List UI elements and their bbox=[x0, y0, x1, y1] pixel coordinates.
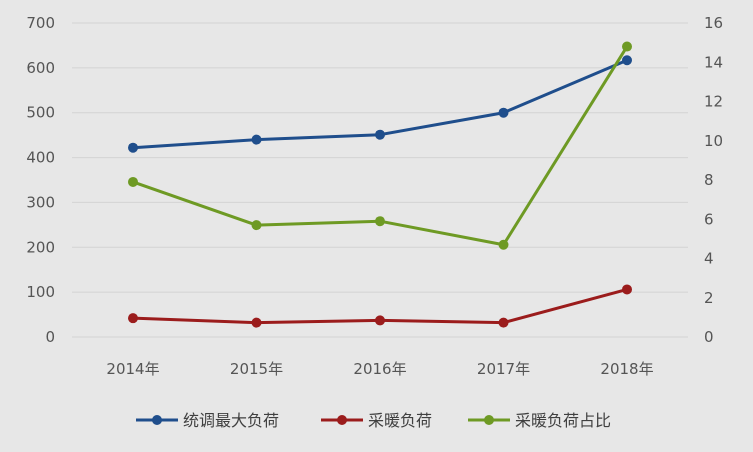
right-tick-label: 0 bbox=[704, 328, 714, 346]
x-axis: 2014年 2015年 2016年 2017年 2018年 bbox=[106, 360, 653, 378]
data-point bbox=[128, 313, 138, 324]
left-tick-label: 100 bbox=[26, 283, 55, 301]
data-point bbox=[622, 55, 632, 66]
left-tick-label: 600 bbox=[26, 59, 55, 77]
legend-marker bbox=[484, 415, 494, 425]
right-tick-label: 4 bbox=[704, 250, 714, 268]
legend-label: 采暖负荷 bbox=[368, 411, 432, 430]
data-point bbox=[622, 284, 632, 295]
right-tick-label: 8 bbox=[704, 171, 714, 189]
right-tick-label: 6 bbox=[704, 210, 714, 228]
data-point bbox=[498, 107, 509, 118]
left-tick-label: 400 bbox=[26, 149, 55, 167]
right-tick-label: 2 bbox=[704, 289, 714, 307]
data-point bbox=[251, 317, 262, 328]
data-point bbox=[498, 239, 509, 250]
legend-marker bbox=[337, 415, 347, 425]
data-point bbox=[498, 317, 509, 328]
left-tick-label: 300 bbox=[26, 193, 55, 211]
right-tick-label: 10 bbox=[704, 132, 723, 150]
gridlines bbox=[72, 22, 688, 338]
left-tick-label: 500 bbox=[26, 104, 55, 122]
left-axis: 0 100 200 300 400 500 600 700 bbox=[26, 14, 55, 346]
right-tick-label: 12 bbox=[704, 93, 723, 111]
x-tick-label: 2014年 bbox=[106, 360, 159, 378]
data-point bbox=[128, 176, 138, 187]
legend-label: 统调最大负荷 bbox=[183, 411, 279, 430]
legend-label: 采暖负荷占比 bbox=[515, 411, 611, 430]
plot-area bbox=[128, 41, 632, 328]
data-point bbox=[375, 129, 385, 140]
legend-marker bbox=[152, 415, 162, 425]
left-tick-label: 0 bbox=[45, 328, 55, 346]
data-point bbox=[375, 216, 385, 227]
data-point bbox=[622, 41, 632, 52]
x-tick-label: 2016年 bbox=[353, 360, 406, 378]
data-point bbox=[128, 142, 138, 153]
right-tick-label: 14 bbox=[704, 53, 723, 71]
data-point bbox=[251, 134, 262, 145]
x-tick-label: 2015年 bbox=[230, 360, 283, 378]
x-tick-label: 2018年 bbox=[600, 360, 653, 378]
left-tick-label: 700 bbox=[26, 14, 55, 32]
data-point bbox=[375, 315, 385, 326]
x-tick-label: 2017年 bbox=[477, 360, 530, 378]
right-axis: 0 2 4 6 8 10 12 14 16 bbox=[704, 14, 723, 346]
legend: 统调最大负荷 采暖负荷 采暖负荷占比 bbox=[136, 411, 611, 430]
data-point bbox=[251, 220, 262, 231]
left-tick-label: 200 bbox=[26, 238, 55, 256]
right-tick-label: 16 bbox=[704, 14, 723, 32]
